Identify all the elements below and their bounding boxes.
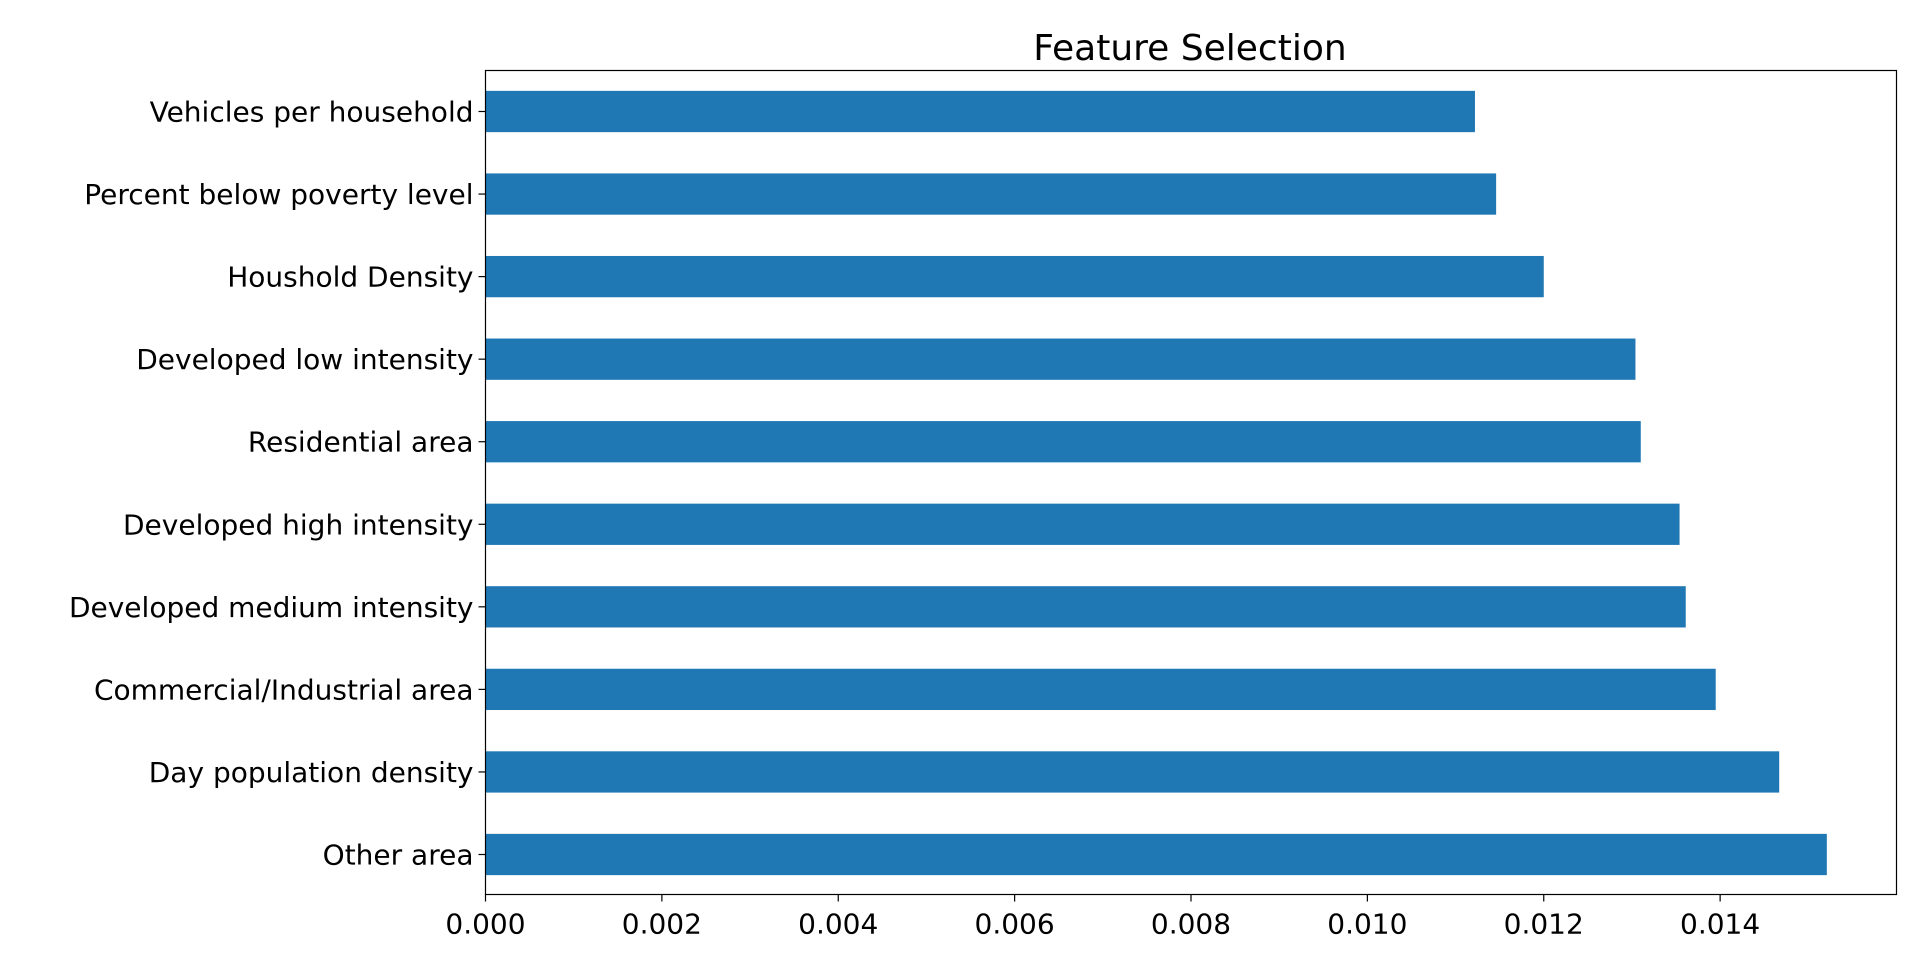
- y-tick-label: Developed high intensity: [123, 508, 474, 541]
- y-tick-label: Other area: [323, 839, 474, 872]
- bars-layer: [485, 90, 1827, 876]
- bar-percent-below-poverty-level: [485, 173, 1497, 215]
- bar-day-population-density: [485, 751, 1780, 793]
- bar-residential-area: [485, 421, 1641, 463]
- x-tick-label: 0.006: [975, 908, 1055, 941]
- x-tick-label: 0.004: [798, 908, 878, 941]
- y-tick-label: Developed low intensity: [136, 343, 473, 376]
- bar-developed-medium-intensity: [485, 586, 1686, 628]
- x-tick-label: 0.012: [1504, 908, 1584, 941]
- y-tick-label: Day population density: [149, 756, 474, 789]
- x-tick-label: 0.010: [1327, 908, 1407, 941]
- y-tick-label: Commercial/Industrial area: [94, 673, 474, 706]
- x-tick-label: 0.000: [445, 908, 525, 941]
- x-tick-label: 0.002: [622, 908, 702, 941]
- x-tick-label: 0.008: [1151, 908, 1231, 941]
- bar-commercial-industrial-area: [485, 668, 1716, 711]
- plot-frame: [484, 69, 1898, 896]
- chart-title: Feature Selection: [1033, 28, 1346, 69]
- x-axis-ticks: 0.000 0.002 0.004 0.006 0.008 0.010 0.012 0.014: [445, 894, 1760, 941]
- y-tick-label: Percent below poverty level: [84, 178, 473, 211]
- y-tick-label: Vehicles per household: [150, 96, 474, 129]
- bar-houshold-density: [485, 255, 1544, 298]
- bar-developed-high-intensity: [485, 503, 1680, 545]
- y-tick-label: Developed medium intensity: [69, 591, 474, 624]
- bar-developed-low-intensity: [485, 338, 1636, 380]
- y-tick-label: Residential area: [248, 426, 474, 459]
- y-tick-label: Houshold Density: [227, 261, 473, 294]
- bar-vehicles-per-household: [485, 90, 1475, 133]
- x-tick-label: 0.014: [1680, 908, 1760, 941]
- bar-other-area: [485, 833, 1827, 876]
- y-axis-ticks: Other area Day population density Commerci…: [69, 96, 486, 872]
